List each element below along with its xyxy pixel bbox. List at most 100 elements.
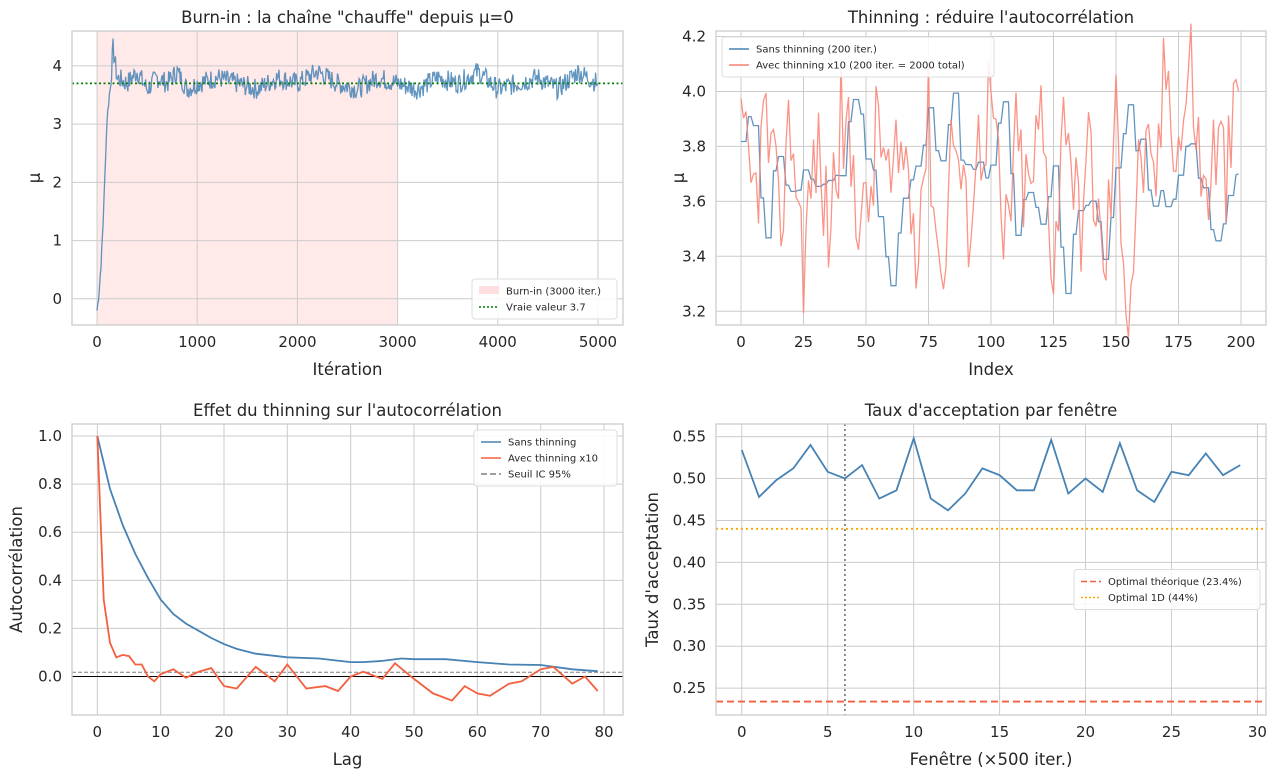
x-tick-label: 5	[823, 723, 833, 741]
legend-label: Optimal 1D (44%)	[1108, 593, 1198, 604]
grid	[716, 31, 1266, 325]
y-tick-label: 4	[52, 57, 62, 75]
x-tick-label: 125	[1039, 333, 1068, 351]
x-tick-label: 200	[1227, 333, 1256, 351]
y-tick-label: 0.8	[38, 475, 62, 493]
x-tick-label: 30	[278, 723, 297, 741]
y-tick-label: 0.45	[673, 511, 706, 529]
legend: Burn-in (3000 iter.) Vraie valeur 3.7	[471, 278, 618, 320]
x-tick-label: 20	[214, 723, 233, 741]
x-tick-label: 4000	[479, 333, 517, 351]
legend-label: Sans thinning	[508, 438, 576, 449]
x-axis-label: Fenêtre (×500 iter.)	[910, 750, 1073, 769]
plot-frame	[71, 30, 624, 326]
y-tick-label: 0.40	[673, 553, 706, 571]
legend-label: Seuil IC 95%	[508, 470, 571, 481]
y-tick-label: 3.6	[682, 192, 706, 210]
y-tick-label: 4.0	[682, 82, 706, 100]
series-line-2	[96, 435, 599, 702]
plot-frame	[71, 423, 624, 716]
y-tick-label: 1	[52, 232, 62, 250]
chart-panel-3: 0 10 20 30 40 50 60 70 80 0.0 0.2 0.4 0.6 0.8 1.0 Effet…	[7, 401, 624, 769]
x-tick-label: 70	[531, 723, 550, 741]
x-axis-label: Lag	[333, 750, 363, 769]
x-tick-label: 25	[794, 333, 813, 351]
legend-label: Avec thinning x10	[508, 454, 598, 465]
x-tick-label: 5000	[579, 333, 617, 351]
legend-label: Burn-in (3000 iter.)	[506, 287, 601, 298]
y-tick-label: 3.4	[682, 247, 706, 265]
series-line-1	[740, 435, 1241, 512]
chart-panel-4: 0 5 10 15 20 25 30 0.25 0.30 0.35 0.40 0.45 0.50 0.55…	[643, 401, 1267, 769]
y-tick-label: 0	[52, 290, 62, 308]
y-tick-label: 0.50	[673, 470, 706, 488]
x-tick-label: 3000	[378, 333, 416, 351]
plot-frame	[715, 30, 1267, 326]
legend-box	[473, 429, 618, 487]
x-tick-label: 15	[990, 723, 1009, 741]
series-line-1	[96, 38, 599, 311]
y-tick-label: 3.2	[682, 302, 706, 320]
x-tick-label: 0	[736, 333, 746, 351]
y-tick-label: 4.2	[682, 27, 706, 45]
x-tick-label: 150	[1102, 333, 1131, 351]
y-tick-label: 2	[52, 173, 62, 191]
chart-title: Burn-in : la chaîne "chauffe" depuis μ=0	[181, 8, 514, 27]
y-axis-label: μ	[669, 172, 688, 183]
x-tick-label: 0	[93, 723, 103, 741]
legend-label: Avec thinning x10 (200 iter. = 2000 tota…	[756, 61, 965, 72]
x-tick-label: 50	[856, 333, 875, 351]
legend: Sans thinning Avec thinning x10 Seuil IC 9…	[473, 429, 618, 487]
plot-frame	[715, 423, 1267, 716]
x-tick-label: 40	[341, 723, 360, 741]
series-line-1	[741, 92, 1239, 295]
x-tick-label: 75	[919, 333, 938, 351]
y-tick-label: 0.2	[38, 619, 62, 637]
x-tick-label: 10	[151, 723, 170, 741]
legend-label: Optimal théorique (23.4%)	[1108, 576, 1242, 588]
x-tick-label: 0	[92, 333, 102, 351]
legend-box	[721, 36, 995, 78]
y-tick-label: 0.0	[38, 668, 62, 686]
x-tick-label: 1000	[178, 333, 216, 351]
legend-box	[1073, 569, 1261, 610]
x-tick-label: 20	[1076, 723, 1095, 741]
x-tick-label: 50	[404, 723, 423, 741]
y-tick-label: 0.35	[673, 595, 706, 613]
y-tick-label: 1.0	[38, 427, 62, 445]
x-tick-label: 175	[1164, 333, 1193, 351]
legend-swatch	[479, 286, 499, 294]
x-tick-label: 80	[594, 723, 613, 741]
x-tick-label: 10	[904, 723, 923, 741]
legend: Sans thinning (200 iter.) Avec thinning x…	[721, 36, 995, 78]
y-axis-label: Autocorrélation	[7, 506, 26, 633]
y-axis-label: μ	[25, 172, 44, 183]
y-tick-label: 0.30	[673, 637, 706, 655]
x-tick-label: 30	[1248, 723, 1267, 741]
y-tick-label: 3.8	[682, 137, 706, 155]
x-tick-label: 100	[977, 333, 1006, 351]
y-tick-label: 0.4	[38, 571, 62, 589]
x-tick-label: 25	[1162, 723, 1181, 741]
y-tick-label: 3	[52, 115, 62, 133]
x-tick-label: 2000	[278, 333, 316, 351]
chart-title: Effet du thinning sur l'autocorrélation	[193, 401, 502, 420]
legend-label: Sans thinning (200 iter.)	[756, 45, 877, 56]
legend-box	[471, 278, 618, 320]
y-tick-label: 0.55	[673, 428, 706, 446]
chart-title: Thinning : réduire l'autocorrélation	[847, 8, 1134, 27]
series-line-1	[96, 435, 598, 673]
legend: Optimal théorique (23.4%) Optimal 1D (44%…	[1073, 569, 1261, 610]
legend-label: Vraie valeur 3.7	[506, 303, 586, 314]
y-tick-label: 0.6	[38, 523, 62, 541]
x-tick-label: 0	[737, 723, 747, 741]
chart-title: Taux d'acceptation par fenêtre	[864, 401, 1117, 420]
x-tick-label: 60	[468, 723, 487, 741]
chart-panel-1: 0 1000 2000 3000 4000 5000 0 1 2 3 4 Burn-in : la c…	[25, 8, 624, 379]
chart-panel-2: 0 25 50 75 100 125 150 175 200 3.2 3.4 3.6 3.8 4.0 4.2…	[669, 8, 1267, 379]
y-axis-label: Taux d'acceptation	[643, 492, 662, 648]
x-axis-label: Index	[968, 360, 1014, 379]
y-tick-label: 0.25	[673, 679, 706, 697]
x-axis-label: Itération	[313, 360, 383, 379]
